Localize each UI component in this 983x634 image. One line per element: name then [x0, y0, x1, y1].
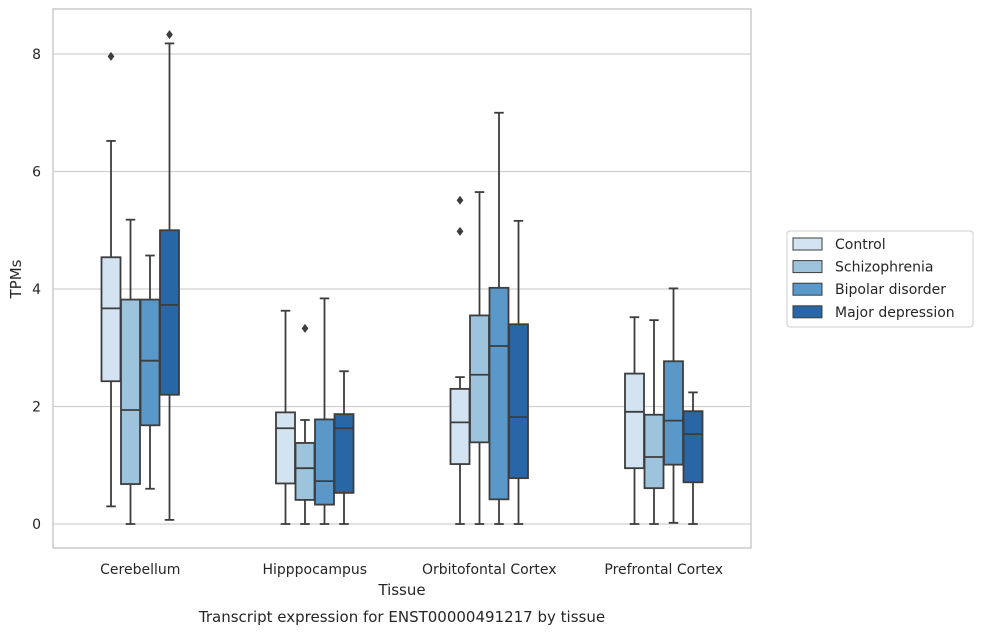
box [159, 30, 180, 521]
box-iqr [643, 413, 665, 490]
chart-caption: Transcript expression for ENST0000049121… [198, 608, 605, 626]
legend-label: Control [835, 237, 886, 253]
x-tick-label: Cerebellum [100, 562, 180, 578]
legend-swatch [792, 305, 823, 319]
y-tick-label: 6 [32, 165, 41, 181]
box-iqr [682, 410, 704, 484]
box [314, 297, 335, 525]
y-axis-label: TPMs [7, 259, 25, 299]
legend-item: Schizophrenia [792, 260, 933, 276]
box-groups [100, 30, 704, 525]
box [120, 218, 141, 525]
legend-swatch [792, 282, 823, 296]
legend-item: Control [792, 237, 886, 253]
box-group [275, 297, 355, 525]
legend-item: Bipolar disorder [792, 282, 946, 298]
legend-label: Major depression [835, 305, 955, 321]
box [663, 287, 684, 524]
legend-label: Bipolar disorder [835, 282, 946, 298]
box [100, 51, 122, 508]
legend-swatch [792, 237, 823, 251]
box-iqr [294, 442, 316, 501]
box-group [100, 30, 180, 525]
box-iqr [469, 314, 490, 444]
x-tick-label: Orbitofontal Cortex [422, 562, 557, 578]
outlier-point [456, 195, 464, 205]
x-tick-label: Hipppocampus [262, 562, 367, 578]
box-group [449, 111, 529, 525]
outlier-point [456, 226, 464, 236]
box-iqr [488, 286, 510, 501]
box [682, 391, 704, 525]
y-tick-label: 4 [32, 282, 41, 298]
box-iqr [508, 323, 529, 480]
box-iqr [449, 387, 471, 465]
outlier-point [107, 51, 115, 61]
box [643, 319, 665, 525]
box [508, 219, 529, 525]
box-iqr [275, 411, 296, 485]
box-iqr [100, 256, 122, 383]
box [488, 111, 510, 525]
y-tick-label: 2 [32, 400, 41, 416]
y-tick-label: 0 [32, 517, 41, 533]
box-group [624, 287, 704, 525]
legend-swatch [792, 260, 823, 274]
x-axis-label: Tissue [377, 581, 425, 599]
legend-items: Control Schizophrenia Bipolar disorder Majo… [792, 237, 955, 321]
x-axis-ticks: Cerebellum Hipppocampus Orbitofontal Corte… [100, 562, 723, 578]
box-iqr [663, 360, 684, 466]
box-iqr [120, 298, 141, 485]
box [469, 191, 490, 525]
box-iqr [624, 372, 645, 470]
box [624, 316, 645, 525]
box-iqr [333, 413, 355, 494]
box-iqr [159, 229, 180, 396]
box [333, 370, 355, 525]
legend-frame [786, 230, 974, 328]
plot-area-frame [52, 8, 752, 549]
y-tick-label: 8 [32, 47, 41, 63]
x-tick-label: Prefrontal Cortex [604, 562, 723, 578]
box [294, 323, 316, 525]
box-iqr [139, 298, 161, 427]
box [449, 195, 471, 525]
legend-item: Major depression [792, 305, 955, 321]
box [275, 309, 296, 525]
y-axis-ticks: 0 2 4 6 8 [32, 47, 41, 533]
outlier-point [301, 323, 309, 333]
outlier-point [166, 30, 173, 40]
legend-label: Schizophrenia [835, 260, 933, 276]
legend: Control Schizophrenia Bipolar disorder Majo… [786, 230, 974, 328]
box [139, 254, 161, 490]
box-iqr [314, 418, 335, 506]
